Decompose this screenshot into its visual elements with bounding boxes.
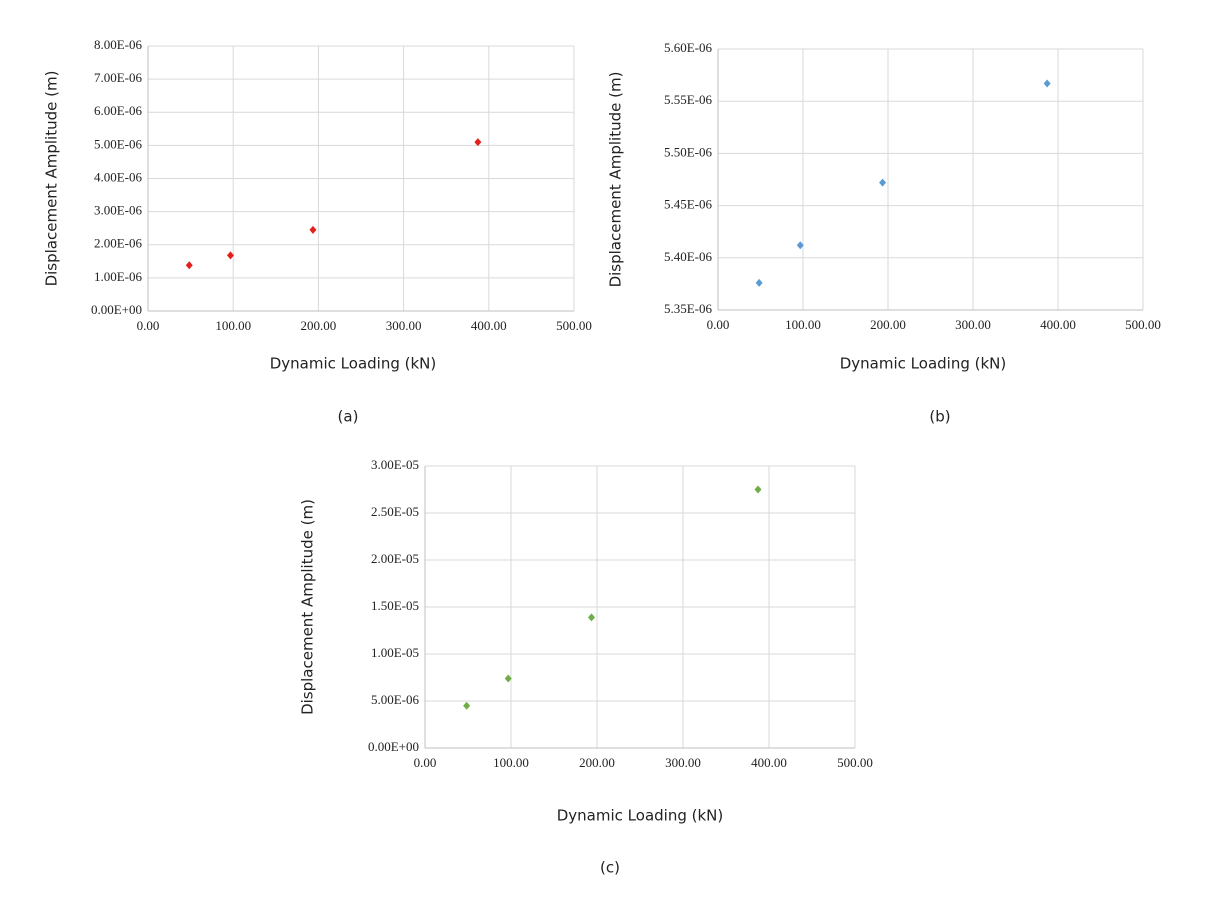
data-point [463,701,471,710]
x-tick-label: 400.00 [751,755,787,770]
data-point [504,674,512,683]
x-tick-label: 300.00 [386,318,422,333]
x-tick-label: 200.00 [870,317,906,332]
y-tick-label: 1.00E-06 [94,269,143,284]
y-tick-label: 7.00E-06 [94,70,143,85]
panel-label: (a) [338,408,359,426]
data-point [796,241,804,250]
y-tick-label: 2.00E-05 [371,551,419,566]
y-axis-title: Displacement Amplitude (m) [607,72,625,288]
y-tick-label: 8.00E-06 [94,37,143,52]
data-point [309,225,317,234]
x-tick-label: 0.00 [414,755,437,770]
y-tick-label: 3.00E-06 [94,203,143,218]
x-tick-label: 500.00 [837,755,873,770]
y-tick-label: 1.00E-05 [371,645,419,660]
panel-label: (c) [600,859,620,877]
x-tick-label: 200.00 [301,318,337,333]
y-tick-label: 2.50E-05 [371,504,419,519]
y-tick-label: 5.55E-06 [664,92,713,107]
y-tick-label: 0.00E+00 [368,739,419,754]
x-tick-label: 500.00 [1125,317,1161,332]
data-point [226,251,234,260]
x-tick-label: 300.00 [665,755,701,770]
x-tick-label: 0.00 [137,318,160,333]
y-tick-label: 5.40E-06 [664,249,713,264]
y-tick-label: 4.00E-06 [94,169,143,184]
x-tick-label: 200.00 [579,755,615,770]
y-tick-label: 5.00E-06 [94,136,143,151]
x-axis-title: Dynamic Loading (kN) [270,355,436,373]
x-axis-title: Dynamic Loading (kN) [557,807,723,825]
x-tick-label: 500.00 [556,318,592,333]
x-tick-label: 400.00 [471,318,507,333]
y-tick-label: 0.00E+00 [91,302,142,317]
x-tick-label: 0.00 [707,317,730,332]
y-tick-label: 5.45E-06 [664,197,713,212]
data-point [474,138,482,147]
y-axis-title: Displacement Amplitude (m) [43,71,61,287]
y-tick-label: 5.50E-06 [664,144,713,159]
data-point [879,178,887,187]
x-axis-title: Dynamic Loading (kN) [840,355,1006,373]
data-point [1043,79,1051,88]
y-tick-label: 6.00E-06 [94,103,143,118]
y-tick-label: 5.60E-06 [664,40,713,55]
x-tick-label: 300.00 [955,317,991,332]
panel-label: (b) [929,408,950,426]
x-tick-label: 100.00 [493,755,529,770]
y-tick-label: 3.00E-05 [371,457,419,472]
x-tick-label: 100.00 [785,317,821,332]
y-tick-label: 5.00E-06 [371,692,420,707]
y-axis-title: Displacement Amplitude (m) [299,499,317,715]
y-tick-label: 1.50E-05 [371,598,419,613]
y-tick-label: 2.00E-06 [94,236,143,251]
data-point [185,261,193,270]
data-point [755,278,763,287]
data-point [754,485,762,494]
y-tick-label: 5.35E-06 [664,301,713,316]
x-tick-label: 400.00 [1040,317,1076,332]
x-tick-label: 100.00 [215,318,251,333]
data-point [587,613,595,622]
